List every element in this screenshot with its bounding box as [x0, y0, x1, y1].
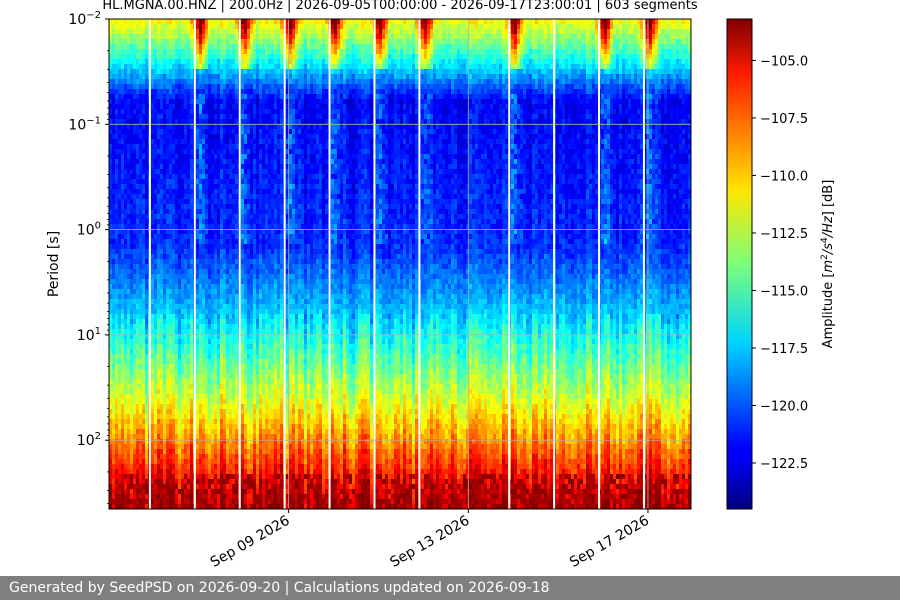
- colorbar-tick-label: −107.5: [760, 112, 808, 127]
- x-tick-label: Sep 17 2026: [567, 513, 652, 571]
- colorbar: [726, 18, 753, 510]
- colorbar-tick-label: −120.0: [760, 399, 808, 414]
- y-axis: 10−2 10−1 100 101 102: [68, 10, 109, 505]
- y-tick-label: 100: [77, 221, 101, 239]
- x-tick-label: Sep 13 2026: [387, 513, 472, 571]
- x-tick-label: Sep 09 2026: [208, 513, 293, 571]
- x-axis: Sep 09 2026 Sep 13 2026 Sep 17 2026: [208, 509, 652, 571]
- y-tick-label: 101: [77, 326, 101, 344]
- y-tick-label: 10−1: [68, 115, 101, 133]
- colorbar-tick-label: −115.0: [760, 284, 808, 299]
- y-tick-label: 102: [77, 431, 101, 449]
- y-tick-label: 10−2: [68, 10, 101, 28]
- colorbar-tick-label: −112.5: [760, 227, 808, 242]
- heatmap-area: [109, 19, 691, 509]
- colorbar-tick-label: −105.0: [760, 54, 808, 69]
- footer-text: Generated by SeedPSD on 2026-09-20 | Cal…: [9, 580, 550, 596]
- colorbar-ticks: −105.0 −107.5 −110.0 −112.5 −115.0 −117.5 −120…: [752, 54, 808, 472]
- psd-spectrogram-chart: Sep 09 2026 Sep 13 2026 Sep 17 2026 10−210…: [46, 10, 836, 571]
- colorbar-tick-label: −122.5: [760, 457, 808, 472]
- plot-frame: [108, 18, 692, 510]
- footer-bar: Generated by SeedPSD on 2026-09-20 | Cal…: [0, 576, 900, 600]
- chart-title: HL.MGNA.00.HNZ | 200.0Hz | 2026-09-05T00…: [102, 0, 698, 13]
- colorbar-tick-label: −110.0: [760, 169, 808, 184]
- y-axis-label: Period [s]: [46, 231, 62, 297]
- colorbar-label: Amplitude [m2/s4/Hz] [dB]: [820, 180, 836, 349]
- colorbar-tick-label: −117.5: [760, 342, 808, 357]
